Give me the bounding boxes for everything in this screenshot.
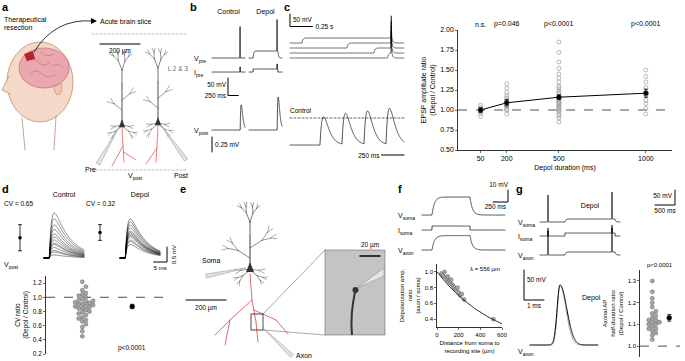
svg-text:600: 600 [497,332,508,338]
svg-text:1.2: 1.2 [628,300,637,306]
svg-text:1.75: 1.75 [440,46,454,53]
svg-text:250 ms: 250 ms [485,203,507,210]
svg-text:0.50: 0.50 [440,146,454,153]
svg-text:1.50: 1.50 [440,66,454,73]
svg-text:1.00: 1.00 [440,106,454,113]
svg-text:50 mV: 50 mV [207,81,226,88]
svg-text:200: 200 [501,155,513,162]
svg-text:200 µm: 200 µm [195,304,217,312]
svg-text:1.2: 1.2 [33,279,42,286]
svg-text:20 µm: 20 µm [361,241,379,249]
svg-text:p<0.0001: p<0.0001 [118,344,146,352]
svg-text:CV = 0.32: CV = 0.32 [86,200,115,207]
svg-text:Therapeutical: Therapeutical [4,16,47,24]
svg-text:Isoma: Isoma [398,227,412,236]
svg-text:0.75: 0.75 [440,126,454,133]
svg-text:50 mV: 50 mV [527,276,546,283]
svg-text:Axonal APhalf-duration ratio(D: Axonal APhalf-duration ratio(Depol / Con… [602,289,624,336]
svg-text:500 ms: 500 ms [654,207,676,214]
svg-text:1000: 1000 [638,155,654,162]
svg-text:c: c [284,1,290,13]
svg-text:CV = 0.65: CV = 0.65 [4,200,33,207]
svg-text:0.25 s: 0.25 s [316,23,334,30]
svg-text:250 ms: 250 ms [358,152,380,159]
svg-text:1.0: 1.0 [628,343,637,349]
svg-text:Control: Control [217,8,240,15]
svg-text:Control: Control [290,107,312,114]
svg-text:10 mV: 10 mV [489,181,508,188]
svg-text:0.2: 0.2 [33,350,42,357]
svg-text:Axon: Axon [296,352,312,359]
svg-text:500: 500 [553,155,565,162]
svg-text:b: b [190,1,197,13]
svg-text:Depol duration (ms): Depol duration (ms) [534,164,595,172]
svg-text:f: f [398,183,402,195]
svg-text:Pre: Pre [85,166,96,173]
svg-text:0.4: 0.4 [425,316,434,322]
svg-text:200 µm: 200 µm [109,47,131,55]
svg-text:Control: Control [53,191,76,198]
svg-text:Vaxon: Vaxon [518,348,534,357]
svg-text:L 2 & 3: L 2 & 3 [168,65,189,72]
svg-text:Isoma: Isoma [518,233,532,242]
svg-text:p<0.0001: p<0.0001 [544,20,573,28]
svg-text:Depol: Depol [582,294,601,302]
svg-text:250 ms: 250 ms [205,92,227,99]
svg-text:λ = 556 µm: λ = 556 µm [470,266,500,272]
svg-text:Ipre: Ipre [194,69,203,78]
svg-text:Vsoma: Vsoma [518,219,535,228]
svg-text:a: a [2,1,9,13]
svg-text:Vaxon: Vaxon [398,247,414,256]
svg-text:resection: resection [4,24,33,31]
svg-text:p<0.0001: p<0.0001 [631,20,660,28]
svg-text:Vpost: Vpost [4,261,19,270]
svg-text:Depol: Depol [131,191,150,199]
svg-text:400: 400 [475,332,486,338]
svg-text:Vpost: Vpost [128,172,143,181]
svg-text:0.4: 0.4 [33,336,42,343]
svg-text:Depolarization amp.ratio(axon: Depolarization amp.ratio(axon / soma) [399,268,421,322]
svg-text:0.8: 0.8 [33,308,42,315]
svg-text:5 ms: 5 ms [154,265,167,271]
svg-text:p=0.046: p=0.046 [494,20,520,28]
svg-text:0: 0 [435,332,439,338]
svg-text:Acute brain slice: Acute brain slice [100,18,151,25]
svg-text:0.6: 0.6 [33,322,42,329]
svg-text:d: d [2,183,9,195]
svg-text:0.5 mV: 0.5 mV [171,245,177,264]
svg-text:Depol: Depol [256,8,275,16]
svg-text:Vpost: Vpost [194,127,209,136]
svg-text:CV ratio(Depol / Control): CV ratio(Depol / Control) [14,291,30,339]
svg-text:Vsoma: Vsoma [398,212,415,221]
svg-text:0.25 mV: 0.25 mV [215,141,240,148]
svg-text:Depol: Depol [581,202,600,210]
svg-text:50: 50 [477,155,485,162]
svg-text:1.1: 1.1 [628,321,637,327]
svg-text:0.6: 0.6 [425,300,434,306]
svg-text:0.8: 0.8 [425,285,434,291]
svg-text:Distance from soma torecording: Distance from soma torecording site (µm) [439,340,500,354]
svg-text:n.s.: n.s. [475,21,486,28]
svg-text:g: g [516,183,523,195]
svg-text:1.0: 1.0 [425,269,434,275]
svg-text:1.25: 1.25 [440,86,454,93]
svg-text:p<0.0001: p<0.0001 [647,262,673,268]
svg-text:50 mV: 50 mV [293,16,312,23]
svg-text:EPSP amplitude ratio(Depol / C: EPSP amplitude ratio(Depol / Control) [420,57,437,124]
svg-text:Vpre: Vpre [194,55,206,64]
svg-text:50 mV: 50 mV [653,192,672,199]
svg-text:Soma: Soma [202,257,220,264]
svg-text:1.3: 1.3 [628,278,637,284]
svg-text:Vaxon: Vaxon [518,252,534,261]
svg-text:1 ms: 1 ms [527,302,542,309]
svg-text:2.00: 2.00 [440,26,454,33]
svg-text:e: e [180,183,186,195]
svg-text:200: 200 [454,332,465,338]
svg-text:1.0: 1.0 [33,294,42,301]
svg-text:Post: Post [174,172,188,179]
